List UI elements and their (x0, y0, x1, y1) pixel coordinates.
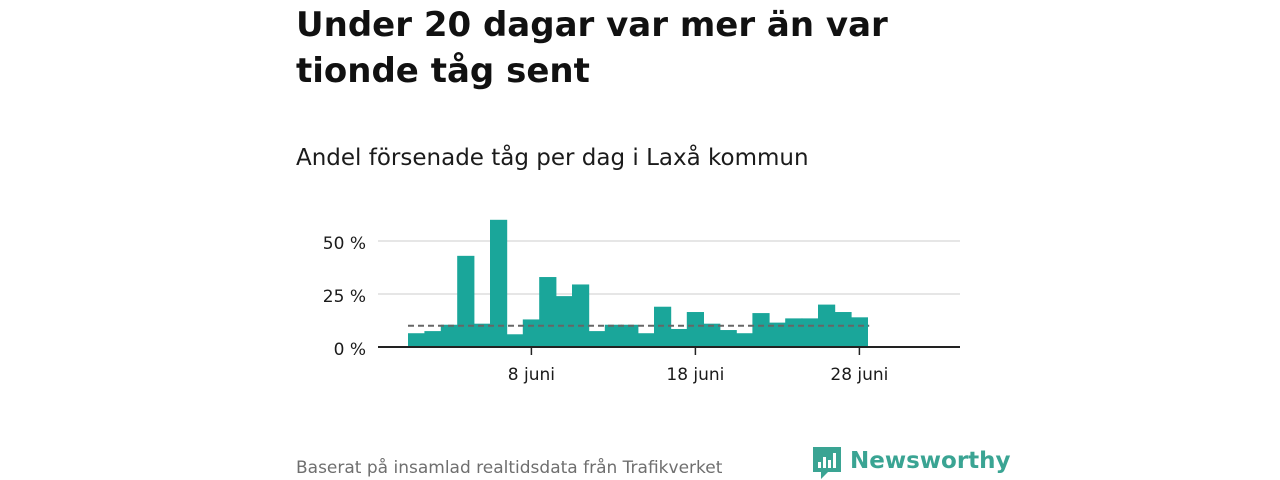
bar (785, 318, 803, 347)
brand-name: Newsworthy (850, 448, 1011, 474)
bar (555, 296, 573, 347)
bar (834, 312, 852, 347)
bar (736, 333, 754, 347)
bar (440, 324, 458, 347)
bar (572, 284, 590, 347)
y-tick-label: 25 % (323, 287, 366, 307)
brand-logo: Newsworthy (812, 446, 1011, 480)
bar (670, 328, 688, 347)
bar (686, 312, 704, 347)
bar (490, 219, 508, 347)
bar (621, 324, 639, 347)
bar (473, 323, 491, 347)
chart-title: Under 20 dagar var mer än var tionde tåg… (296, 5, 888, 91)
bar (752, 313, 770, 347)
bar (850, 317, 868, 347)
bar (506, 334, 524, 347)
bar (539, 277, 557, 347)
x-tick-label: 28 juni (830, 365, 888, 385)
bar (703, 323, 721, 347)
bar (457, 255, 475, 347)
bar (604, 324, 622, 347)
bar (654, 306, 672, 347)
x-tick-label: 18 juni (666, 365, 724, 385)
bar (768, 322, 786, 347)
bar (801, 318, 819, 347)
bar (719, 330, 737, 347)
source-note: Baserat på insamlad realtidsdata från Tr… (296, 458, 723, 478)
y-tick-label: 0 % (334, 340, 366, 360)
bar (522, 319, 540, 347)
bar (424, 331, 442, 347)
chart-subtitle: Andel försenade tåg per dag i Laxå kommu… (296, 145, 809, 171)
x-tick-label: 8 juni (508, 365, 555, 385)
y-tick-label: 50 % (323, 234, 366, 254)
bar (818, 304, 836, 347)
bar (588, 331, 606, 347)
bar (408, 333, 426, 347)
bar (637, 333, 655, 347)
newsworthy-logo-icon (813, 447, 841, 479)
